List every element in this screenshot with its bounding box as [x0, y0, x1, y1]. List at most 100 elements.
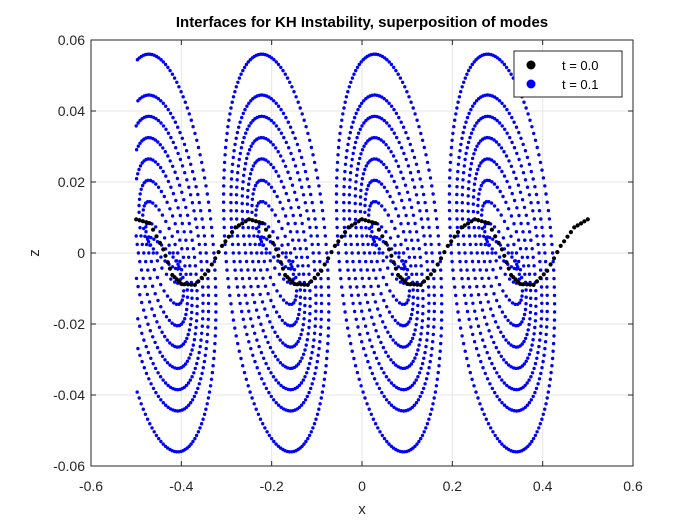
data-point: [255, 338, 259, 342]
data-point: [161, 124, 166, 128]
data-point: [315, 412, 320, 416]
data-point: [251, 164, 256, 168]
data-point: [303, 348, 307, 352]
data-point: [352, 72, 356, 76]
data-point: [154, 117, 158, 121]
data-point: [437, 356, 442, 361]
data-point: [297, 307, 302, 312]
data-point: [510, 251, 514, 255]
data-point: [389, 150, 393, 154]
data-point: [479, 359, 483, 364]
data-point: [510, 191, 514, 196]
data-point: [308, 138, 312, 142]
data-point: [274, 401, 278, 405]
data-point: [247, 124, 251, 128]
data-point: [171, 386, 175, 391]
data-point: [504, 294, 508, 298]
data-point: [485, 251, 490, 255]
data-point: [414, 352, 419, 356]
data-point: [480, 308, 485, 312]
data-point: [389, 381, 394, 385]
data-point: [329, 250, 334, 255]
data-point: [346, 326, 350, 330]
data-point: [490, 115, 494, 120]
data-point: [459, 90, 463, 94]
data-point: [529, 303, 533, 308]
data-point: [256, 412, 261, 416]
data-point: [265, 430, 269, 434]
data-point: [568, 230, 574, 235]
data-point: [254, 213, 258, 217]
data-point: [292, 268, 297, 272]
data-point: [237, 125, 241, 129]
data-point: [447, 192, 452, 196]
data-point: [356, 161, 361, 166]
data-point: [482, 315, 487, 319]
data-point: [473, 234, 477, 238]
data-point: [385, 255, 389, 259]
data-point: [199, 338, 203, 342]
data-point: [526, 221, 530, 226]
data-point: [353, 364, 358, 368]
data-point: [502, 174, 507, 178]
data-point: [465, 72, 469, 76]
data-point: [372, 377, 377, 381]
data-point: [493, 390, 497, 395]
data-point: [352, 268, 356, 272]
data-point: [206, 268, 211, 273]
data-point: [412, 403, 417, 407]
data-point: [216, 250, 221, 255]
data-point: [527, 322, 531, 327]
data-point: [415, 282, 420, 287]
data-point: [265, 313, 269, 318]
data-point: [542, 353, 546, 357]
data-point: [275, 289, 279, 293]
data-point: [452, 276, 456, 281]
data-point: [483, 230, 487, 234]
data-point: [488, 382, 492, 386]
data-point: [380, 117, 384, 121]
data-point: [363, 396, 367, 400]
data-point: [226, 125, 230, 129]
data-point: [341, 293, 345, 298]
data-point: [384, 165, 389, 170]
data-point: [156, 298, 160, 303]
data-point: [466, 140, 471, 145]
data-point: [381, 251, 385, 255]
data-point: [195, 225, 199, 230]
data-point: [160, 330, 164, 334]
data-point: [264, 361, 268, 366]
data-point: [206, 285, 210, 289]
data-point: [211, 242, 215, 247]
data-point: [489, 307, 493, 311]
data-point: [305, 282, 310, 287]
legend-label-t1: t = 0.1: [562, 77, 599, 92]
data-point: [347, 276, 351, 281]
data-point: [544, 332, 548, 337]
data-point: [465, 115, 470, 120]
data-point: [529, 201, 533, 205]
data-point: [230, 242, 235, 247]
data-point: [432, 325, 436, 329]
data-point: [214, 310, 218, 314]
data-point: [448, 176, 452, 180]
data-point: [400, 259, 404, 263]
data-point: [162, 289, 166, 293]
data-point: [311, 251, 315, 255]
data-point: [424, 344, 428, 349]
data-point: [298, 247, 302, 251]
data-point: [414, 401, 419, 405]
data-point: [205, 192, 209, 196]
data-point: [273, 330, 277, 334]
data-point: [277, 127, 281, 131]
data-point: [510, 115, 514, 120]
data-point: [529, 398, 533, 402]
data-point: [307, 390, 311, 395]
data-point: [408, 230, 412, 234]
data-point: [236, 223, 241, 228]
data-point: [152, 268, 156, 272]
data-point: [298, 213, 303, 217]
data-point: [273, 266, 277, 270]
data-point: [192, 209, 196, 213]
data-point: [308, 304, 312, 308]
